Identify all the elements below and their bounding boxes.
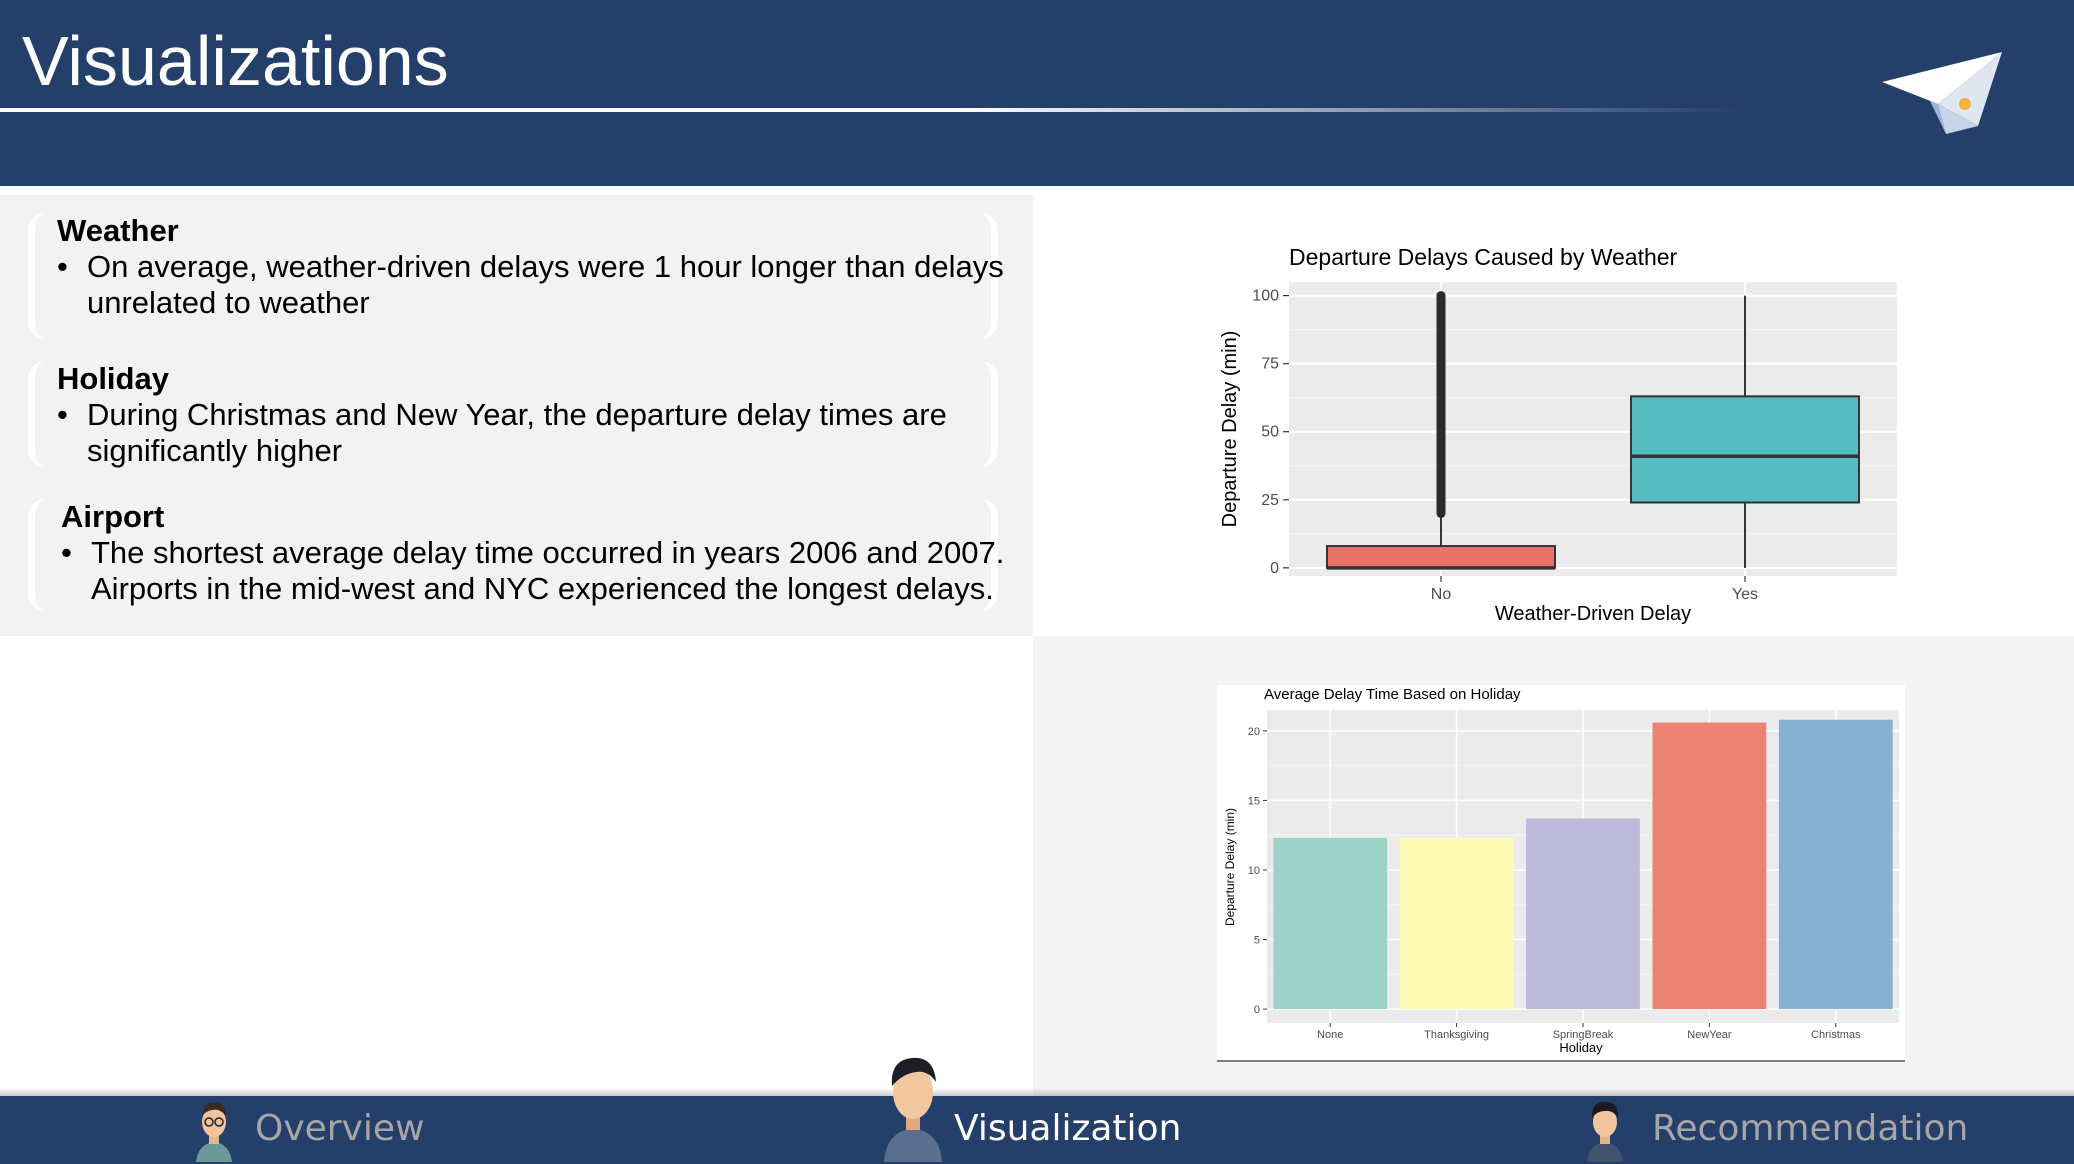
y-tick-label: 50 [1261, 424, 1279, 441]
box-body [1326, 545, 1556, 569]
x-tick-label: NewYear [1687, 1029, 1732, 1041]
bar-marks [1273, 719, 1893, 1010]
nav-recommendation[interactable]: Recommendation [1652, 1108, 1969, 1149]
footer-shadow [0, 1088, 2074, 1098]
x-tick-label: Thanksgiving [1424, 1029, 1489, 1041]
header-divider [0, 108, 1740, 112]
nav-visualization[interactable]: Visualization [954, 1108, 1182, 1149]
paper-plane-icon [1882, 52, 2002, 134]
y-tick-label: 75 [1261, 356, 1279, 373]
x-axis: No Yes [1431, 576, 1758, 603]
bar [1526, 818, 1640, 1010]
x-tick-label: Yes [1732, 586, 1758, 603]
y-axis-label: Departure Delay (min) [1223, 808, 1237, 926]
visualization-avatar-icon[interactable] [882, 1052, 944, 1162]
overview-avatar-icon[interactable] [192, 1098, 236, 1162]
y-tick-label: 0 [1270, 560, 1279, 577]
x-axis-label: Holiday [1559, 1040, 1603, 1055]
bar [1778, 719, 1893, 1010]
card-body: During Christmas and New Year, the depar… [87, 397, 947, 468]
holiday-card: Holiday • During Christmas and New Year,… [28, 361, 998, 468]
x-tick-label: None [1317, 1029, 1343, 1041]
card-body: The shortest average delay time occurred… [91, 535, 1005, 606]
nav-overview[interactable]: Overview [255, 1108, 425, 1149]
holiday-barchart: 0 5 10 15 20 None Thanksgiving SpringBreak NewY… [1217, 685, 1905, 1062]
recommendation-avatar-icon[interactable] [1583, 1098, 1627, 1162]
bullet-marker: • [57, 397, 68, 432]
y-axis: 0 5 10 15 20 [1248, 726, 1267, 1016]
chart-title: Average Delay Time Based on Holiday [1264, 686, 1521, 703]
y-axis: 0 25 50 75 100 [1252, 288, 1289, 577]
chart-title: Departure Delays Caused by Weather [1289, 244, 1678, 270]
page-title: Visualizations [22, 22, 449, 100]
box-body [1630, 395, 1860, 504]
weather-boxplot: 0 25 50 75 100 No Yes Departure Delays Caused… [1219, 244, 1897, 625]
bullet-marker: • [61, 535, 72, 570]
card-text-holiday: • During Christmas and New Year, the dep… [57, 397, 1017, 469]
x-tick-label: No [1431, 586, 1452, 603]
card-body: On average, weather-driven delays were 1… [87, 249, 1004, 320]
bar [1652, 722, 1767, 1010]
x-tick-label: Christmas [1811, 1029, 1861, 1041]
y-tick-label: 20 [1248, 726, 1260, 738]
airport-card: Airport • The shortest average delay tim… [28, 499, 1004, 611]
x-axis-label: Weather-Driven Delay [1495, 603, 1691, 625]
card-title-airport: Airport [61, 499, 165, 534]
bullet-marker: • [57, 249, 68, 284]
box-marks [1326, 291, 1860, 570]
footer-nav [0, 1096, 2074, 1164]
insights-panel: Weather • On average, weather-driven del… [0, 195, 1033, 636]
y-tick-label: 15 [1248, 795, 1260, 807]
x-tick-label: SpringBreak [1553, 1029, 1614, 1041]
y-axis-label: Departure Delay (min) [1219, 331, 1241, 528]
weather-card: Weather • On average, weather-driven del… [28, 213, 1004, 339]
card-text-weather: • On average, weather-driven delays were… [57, 249, 1017, 321]
y-tick-label: 0 [1254, 1004, 1260, 1016]
card-text-airport: • The shortest average delay time occurr… [61, 535, 1021, 607]
header-bar: Visualizations [0, 0, 2074, 186]
y-tick-label: 25 [1261, 492, 1279, 509]
card-title-holiday: Holiday [57, 361, 169, 396]
card-title-weather: Weather [57, 213, 179, 248]
y-tick-label: 10 [1248, 865, 1260, 877]
y-tick-label: 5 [1254, 935, 1260, 947]
x-axis: None Thanksgiving SpringBreak NewYear Christ… [1317, 1023, 1861, 1041]
y-tick-label: 100 [1252, 288, 1279, 305]
bar [1273, 837, 1388, 1010]
bar [1399, 837, 1514, 1010]
